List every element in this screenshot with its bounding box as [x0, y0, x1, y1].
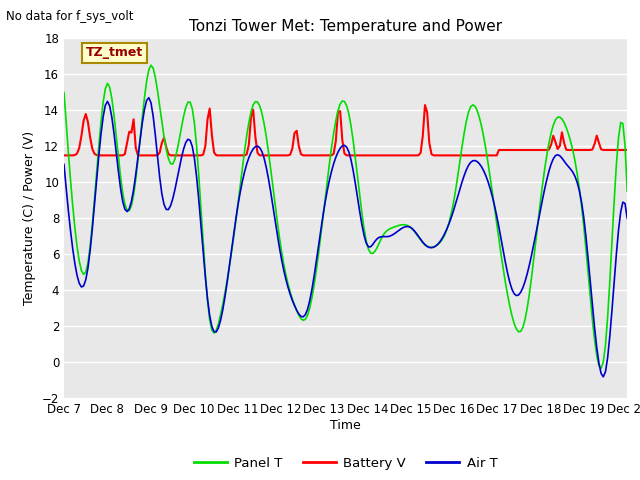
X-axis label: Time: Time — [330, 419, 361, 432]
Text: TZ_tmet: TZ_tmet — [86, 47, 143, 60]
Legend: Panel T, Battery V, Air T: Panel T, Battery V, Air T — [188, 452, 503, 475]
Text: No data for f_sys_volt: No data for f_sys_volt — [6, 10, 134, 23]
Y-axis label: Temperature (C) / Power (V): Temperature (C) / Power (V) — [23, 132, 36, 305]
Title: Tonzi Tower Met: Temperature and Power: Tonzi Tower Met: Temperature and Power — [189, 20, 502, 35]
